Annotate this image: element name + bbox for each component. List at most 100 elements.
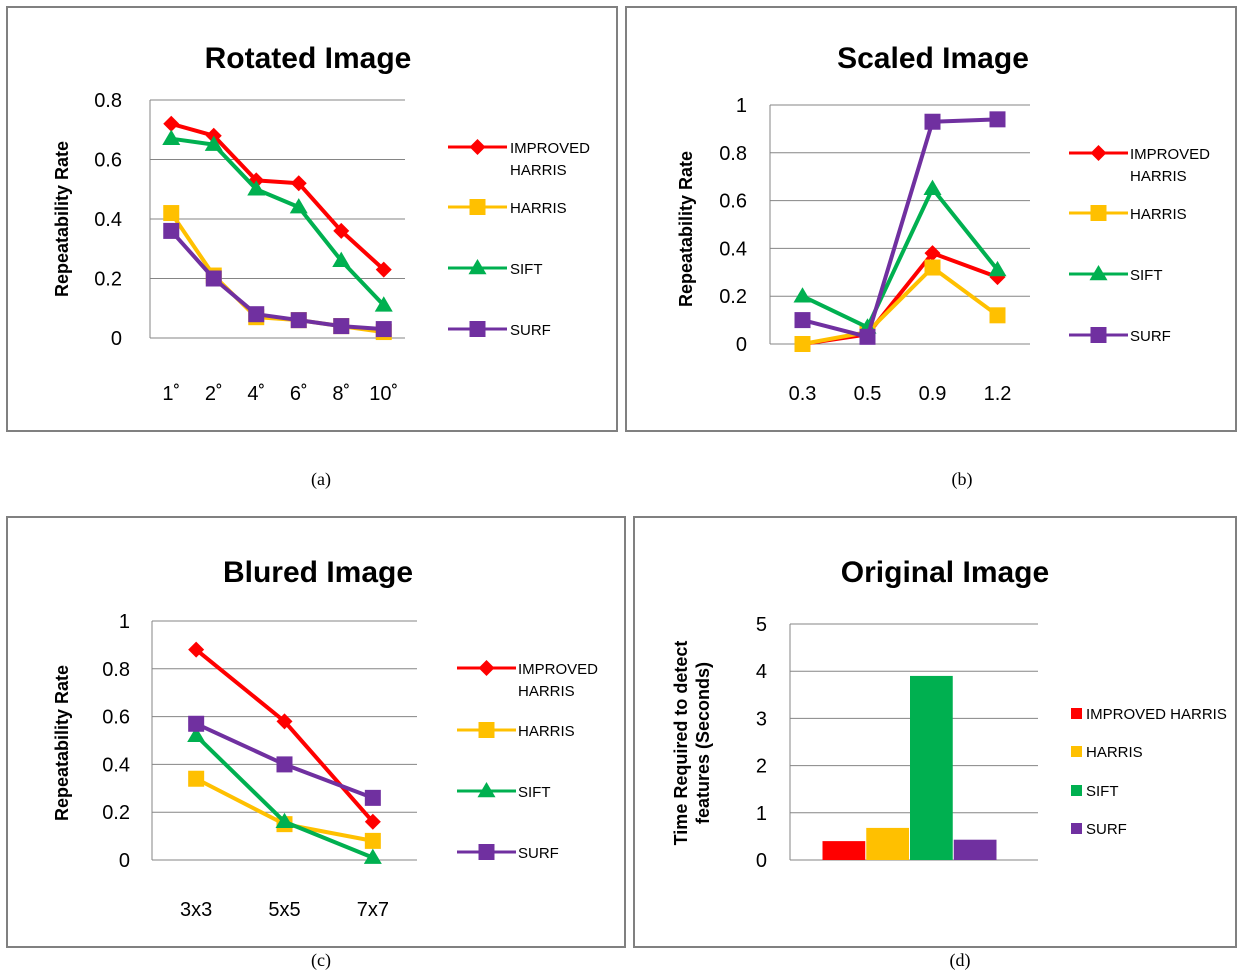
scaled-image-harris-legend-label: HARRIS bbox=[1130, 206, 1187, 223]
blured-image-sift-legend-marker bbox=[477, 782, 496, 798]
scaled-image-sift-legend-marker bbox=[1089, 265, 1108, 281]
original-image-y-tick-label: 3 bbox=[756, 708, 767, 730]
blured-image-sift-line bbox=[194, 734, 374, 860]
scaled-image-improved-harris-legend-marker bbox=[1090, 145, 1107, 161]
scaled-image-harris-point bbox=[794, 336, 811, 352]
rotated-image-sift-point bbox=[247, 180, 266, 196]
caption-c: (c) bbox=[311, 950, 331, 970]
scaled-image-surf-point bbox=[859, 328, 876, 345]
scaled-image-x-tick-label: 0.9 bbox=[919, 383, 947, 405]
original-image-sift-legend-label: SIFT bbox=[1086, 783, 1119, 800]
original-chart-svg: Original Image Time Required to detect fea… bbox=[671, 556, 1227, 872]
original-image-y-tick-label: 4 bbox=[756, 661, 767, 683]
rotated-image-improved-harris-point bbox=[333, 222, 350, 239]
original-image-improved-harris-legend-label: IMPROVED HARRIS bbox=[1086, 706, 1227, 723]
scaled-image-y-tick-label: 0.6 bbox=[719, 191, 747, 213]
blured-image-x-tick-label: 3x3 bbox=[180, 899, 212, 921]
blured-image-improved-harris-point bbox=[276, 713, 293, 730]
rotated-image-x-tick-label: 6˚ bbox=[290, 383, 308, 405]
rotated-image-y-axis-label: Repeatability Rate bbox=[52, 141, 72, 297]
scaled-image-surf-legend-label: SURF bbox=[1130, 328, 1171, 345]
blured-image-harris-point bbox=[188, 770, 205, 787]
rotated-image-sift-legend-label: SIFT bbox=[510, 261, 543, 278]
scaled-image-y-tick-label: 0.8 bbox=[719, 143, 747, 165]
blured-image-improved-harris-point bbox=[364, 813, 381, 830]
scaled-image-x-tick-label: 1.2 bbox=[984, 383, 1012, 405]
blured-image-x-tick-label: 5x5 bbox=[268, 899, 300, 921]
rotated-image-improved-harris-point bbox=[375, 261, 392, 278]
blured-image-surf-legend-label: SURF bbox=[518, 845, 559, 862]
rotated-image-sift-point bbox=[204, 135, 223, 151]
rotated-image-improved-harris-line bbox=[170, 121, 386, 272]
rotated-image-sift-point bbox=[332, 251, 351, 267]
scaled-image-sift-line bbox=[801, 186, 1000, 330]
original-image-title: Original Image bbox=[841, 556, 1049, 589]
scaled-image-harris-line bbox=[802, 265, 999, 346]
chart-panel-blurred: Blured Image Repeatability Rate 0 0.2 0.4 0.6… bbox=[6, 516, 626, 948]
rotated-image-y-tick-label: 0 bbox=[111, 328, 122, 350]
blured-image-surf-point bbox=[276, 756, 293, 773]
scaled-image-y-tick-label: 1 bbox=[736, 95, 747, 117]
blured-image-improved-harris-legend-label: IMPROVED bbox=[518, 661, 598, 678]
chart-panel-original: Original Image Time Required to detect fea… bbox=[633, 516, 1237, 948]
rotated-image-surf-point bbox=[205, 270, 222, 287]
original-image-y-tick-label: 5 bbox=[756, 614, 767, 636]
original-image-y-tick-label: 0 bbox=[756, 850, 767, 872]
scaled-image-improved-harris-legend-label: HARRIS bbox=[1130, 168, 1187, 185]
rotated-image-improved-harris-point bbox=[163, 115, 180, 132]
caption-d: (d) bbox=[949, 950, 971, 970]
rotated-image-y-tick-label: 0.8 bbox=[94, 90, 122, 112]
scaled-image-surf-legend-marker bbox=[1090, 327, 1107, 343]
rotated-image-sift-legend-marker bbox=[468, 259, 487, 275]
rotated-image-surf-line bbox=[169, 229, 384, 332]
scaled-image-improved-harris-legend-label: IMPROVED bbox=[1130, 146, 1210, 163]
scaled-image-improved-harris-point bbox=[924, 245, 941, 262]
chart-panel-scaled: Scaled Image Repeatability Rate 0 0.2 0.4 0.6… bbox=[625, 6, 1237, 432]
scaled-chart-svg: Scaled Image Repeatability Rate 0 0.2 0.4 0.6… bbox=[676, 42, 1210, 405]
scaled-image-surf-point bbox=[794, 312, 811, 329]
scaled-image-sift-point bbox=[988, 260, 1007, 277]
rotated-image-surf-legend-marker bbox=[469, 321, 486, 337]
scaled-image-surf-line bbox=[802, 117, 998, 339]
original-image-harris-legend-swatch bbox=[1071, 746, 1082, 757]
scaled-image-y-tick-label: 0.2 bbox=[719, 286, 747, 308]
rotated-image-surf-point bbox=[248, 306, 265, 323]
rotated-image-surf-point bbox=[290, 312, 307, 329]
blured-image-harris-point bbox=[364, 832, 381, 849]
rotated-image-improved-harris-legend-label: HARRIS bbox=[510, 162, 567, 179]
rotated-image-x-tick-label: 8˚ bbox=[332, 383, 350, 405]
blured-image-y-axis-label: Repeatability Rate bbox=[52, 665, 72, 821]
blured-image-y-tick-label: 0.6 bbox=[102, 707, 130, 729]
rotated-image-harris-point bbox=[163, 205, 180, 222]
blured-image-surf-legend-marker bbox=[478, 844, 495, 860]
scaled-image-sift-legend-label: SIFT bbox=[1130, 267, 1163, 284]
scaled-image-surf-point bbox=[989, 111, 1006, 128]
rotated-image-y-tick-label: 0.2 bbox=[94, 269, 122, 291]
rotated-image-harris-legend-marker bbox=[469, 199, 486, 215]
rotated-image-surf-legend-label: SURF bbox=[510, 322, 551, 339]
blurred-chart-svg: Blured Image Repeatability Rate 0 0.2 0.4 0.6… bbox=[52, 556, 598, 921]
rotated-image-x-tick-label: 2˚ bbox=[205, 383, 223, 405]
original-image-surf-legend-label: SURF bbox=[1086, 821, 1127, 838]
scaled-image-sift-point bbox=[793, 287, 812, 303]
blured-image-sift-point bbox=[275, 812, 294, 829]
rotated-image-improved-harris-legend-label: IMPROVED bbox=[510, 140, 590, 157]
blured-image-harris-legend-label: HARRIS bbox=[518, 723, 575, 740]
scaled-image-title: Scaled Image bbox=[837, 42, 1029, 75]
blured-image-surf-point bbox=[364, 789, 381, 806]
blured-image-sift-point bbox=[187, 726, 206, 743]
original-image-harris-bar bbox=[866, 827, 909, 860]
blured-image-surf-point bbox=[188, 715, 205, 732]
blured-image-y-tick-label: 0.4 bbox=[102, 754, 130, 776]
scaled-image-y-tick-label: 0 bbox=[736, 334, 747, 356]
rotated-image-improved-harris-legend-marker bbox=[469, 139, 486, 155]
blured-image-y-tick-label: 0.8 bbox=[102, 659, 130, 681]
original-image-y-axis-label-line: features (Seconds) bbox=[693, 662, 713, 824]
rotated-image-sift-line bbox=[170, 136, 386, 307]
original-image-improved-harris-bar bbox=[822, 841, 866, 860]
rotated-image-sift-point bbox=[289, 198, 308, 214]
scaled-image-harris-point bbox=[989, 307, 1006, 324]
blured-image-y-tick-label: 0 bbox=[119, 850, 130, 872]
rotated-image-surf-point bbox=[163, 222, 180, 239]
scaled-image-harris-point bbox=[924, 259, 941, 276]
